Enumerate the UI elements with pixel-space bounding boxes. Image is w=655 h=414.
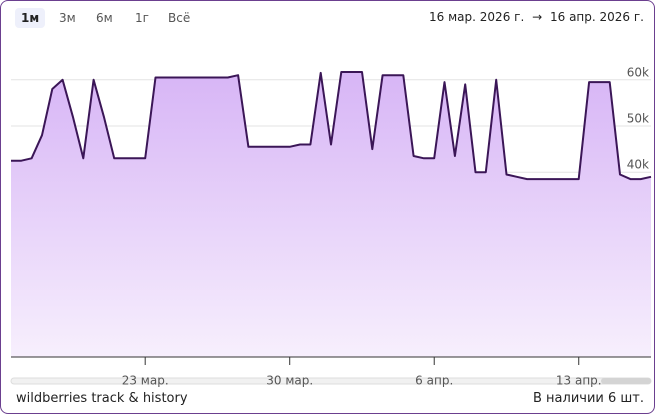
x-tick-label: 30 мар. bbox=[266, 374, 313, 388]
arrow: → bbox=[532, 10, 543, 24]
line bbox=[11, 71, 652, 181]
y-tick-label: 60k bbox=[627, 65, 649, 79]
period-button[interactable]: 1г bbox=[135, 11, 149, 25]
x-tick-label: 6 апр. bbox=[415, 374, 453, 388]
date-from: 16 мар. 2026 г. bbox=[429, 10, 525, 24]
y-tick-label: 50k bbox=[627, 112, 649, 126]
period-button[interactable]: 6м bbox=[96, 11, 113, 25]
date-to: 16 апр. 2026 г. bbox=[549, 10, 644, 24]
footer-stock: В наличии 6 шт. bbox=[533, 391, 644, 406]
x-tick-label: 13 апр. bbox=[556, 374, 602, 388]
x-tick-label: 23 мар. bbox=[122, 374, 169, 388]
period-button[interactable]: 3м bbox=[59, 11, 76, 25]
scroll-thumb[interactable] bbox=[601, 378, 651, 384]
period-button[interactable]: Всё bbox=[168, 11, 191, 25]
footer-source: wildberries track & history bbox=[16, 391, 188, 406]
area bbox=[11, 72, 651, 357]
y-tick-label: 40k bbox=[627, 158, 649, 172]
date-range: 16 мар. 2026 г. → 16 апр. 2026 г. bbox=[425, 10, 644, 24]
period-button[interactable]: 1м bbox=[15, 8, 46, 28]
